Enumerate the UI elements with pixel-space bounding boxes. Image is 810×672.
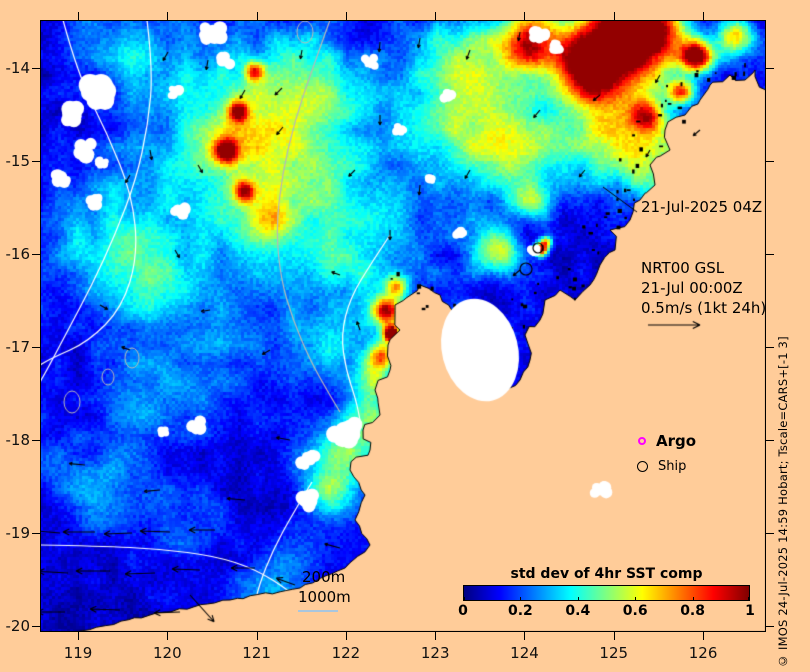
x-tick-label: 124 — [510, 644, 539, 662]
model-time-label: 21-Jul 00:00Z — [641, 279, 743, 297]
y-tick-label: -14 — [5, 58, 31, 77]
argo-label: Argo — [656, 432, 697, 450]
y-tick-label: -19 — [5, 524, 31, 543]
model-name-label: NRT00 GSL — [641, 259, 725, 277]
x-tick — [167, 632, 169, 640]
colorbar-tick — [748, 597, 749, 601]
colorbar-tick — [520, 597, 522, 601]
colorbar-tick-label: 1 — [745, 603, 755, 619]
ship-label: Ship — [658, 459, 687, 474]
x-tick-top — [167, 12, 169, 20]
copyright-text: © IMOS 24-Jul-2025 14:59 Hobart; Tscale=… — [776, 336, 790, 668]
y-tick-label: -18 — [5, 431, 31, 450]
colorbar — [463, 585, 750, 601]
y-tick-right — [766, 626, 774, 628]
colorbar-tick-label: 0.2 — [507, 603, 533, 619]
colorbar-tick-label: 0.4 — [565, 603, 591, 619]
contour-1000m-label: 1000m — [298, 588, 351, 606]
y-tick-right — [766, 533, 774, 535]
y-tick-label: -17 — [5, 337, 31, 356]
x-tick — [613, 632, 615, 640]
x-tick-label: 126 — [688, 644, 718, 662]
x-tick-top — [613, 12, 615, 20]
y-tick-right — [766, 346, 774, 348]
x-tick-top — [256, 12, 258, 20]
x-tick — [703, 632, 705, 640]
y-tick — [32, 253, 40, 255]
y-tick — [32, 346, 40, 348]
x-tick-label: 120 — [152, 644, 182, 662]
y-tick-label: -15 — [5, 151, 31, 170]
colorbar-tick — [577, 597, 579, 601]
y-tick — [32, 160, 40, 162]
y-tick — [32, 626, 40, 628]
legend-ship: Ship — [637, 459, 686, 474]
contour-line-sample — [298, 610, 338, 612]
y-tick-right — [766, 253, 774, 255]
x-tick-label: 122 — [331, 644, 361, 662]
map-plot: 21-Jul-2025 04Z NRT00 GSL 21-Jul 00:00Z … — [40, 20, 766, 632]
colorbar-title: std dev of 4hr SST comp — [510, 566, 703, 582]
y-tick-right — [766, 67, 774, 69]
argo-marker-icon — [638, 437, 646, 445]
y-tick — [32, 533, 40, 535]
map-canvas — [40, 20, 766, 632]
x-tick-top — [78, 12, 80, 20]
x-tick-label: 119 — [63, 644, 93, 662]
y-tick-label: -16 — [5, 244, 31, 263]
colorbar-tick-label: 0.8 — [680, 603, 705, 619]
colorbar-tick — [464, 597, 465, 601]
colorbar-tick-label: 0.6 — [622, 603, 648, 619]
x-tick-top — [703, 12, 705, 20]
model-info-block: NRT00 GSL 21-Jul 00:00Z 0.5m/s (1kt 24h) — [641, 258, 766, 318]
x-tick — [256, 632, 258, 640]
x-tick — [78, 632, 80, 640]
x-tick — [345, 632, 347, 640]
x-tick-label: 121 — [242, 644, 271, 662]
ship-marker-icon — [637, 461, 648, 472]
observation-time-label: 21-Jul-2025 04Z — [641, 198, 763, 216]
x-tick — [435, 632, 437, 640]
x-tick — [524, 632, 526, 640]
y-tick — [32, 67, 40, 69]
colorbar-tick — [635, 597, 637, 601]
legend-argo: Argo — [638, 432, 696, 450]
x-tick-top — [524, 12, 526, 20]
x-tick-label: 125 — [599, 644, 629, 662]
y-tick — [32, 440, 40, 442]
y-tick-label: -20 — [5, 617, 31, 636]
y-tick-right — [766, 160, 774, 162]
x-tick-top — [345, 12, 347, 20]
x-tick-top — [435, 12, 437, 20]
y-tick-right — [766, 440, 774, 442]
contour-200m-label: 200m — [302, 568, 346, 586]
x-tick-label: 123 — [420, 644, 450, 662]
colorbar-tick-label: 0 — [458, 603, 468, 619]
vector-scale-label: 0.5m/s (1kt 24h) — [641, 299, 767, 317]
colorbar-tick — [692, 597, 694, 601]
